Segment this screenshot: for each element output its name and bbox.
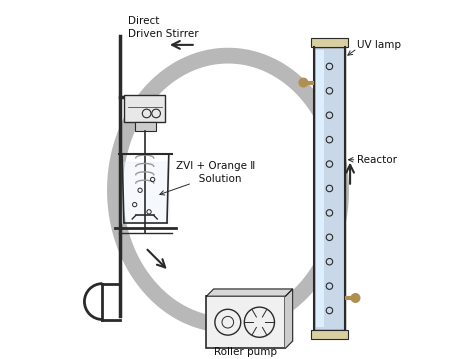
Polygon shape [107, 48, 349, 333]
Polygon shape [285, 289, 292, 348]
Text: Roller pump: Roller pump [214, 347, 277, 357]
Bar [311, 38, 347, 47]
Text: UV lamp: UV lamp [357, 40, 401, 50]
Bar [316, 50, 324, 327]
Text: Reactor: Reactor [357, 155, 397, 165]
Bar [314, 47, 345, 330]
Circle shape [299, 78, 308, 87]
Text: Direct  
Driven Stirrer: Direct Driven Stirrer [128, 16, 198, 38]
Bar [124, 95, 165, 122]
Bar [311, 330, 347, 339]
Circle shape [351, 294, 360, 302]
Polygon shape [207, 289, 292, 296]
Text: ZVI + Orange Ⅱ
   Solution: ZVI + Orange Ⅱ Solution [176, 161, 255, 184]
Bar [135, 122, 156, 131]
Bar [207, 296, 285, 348]
